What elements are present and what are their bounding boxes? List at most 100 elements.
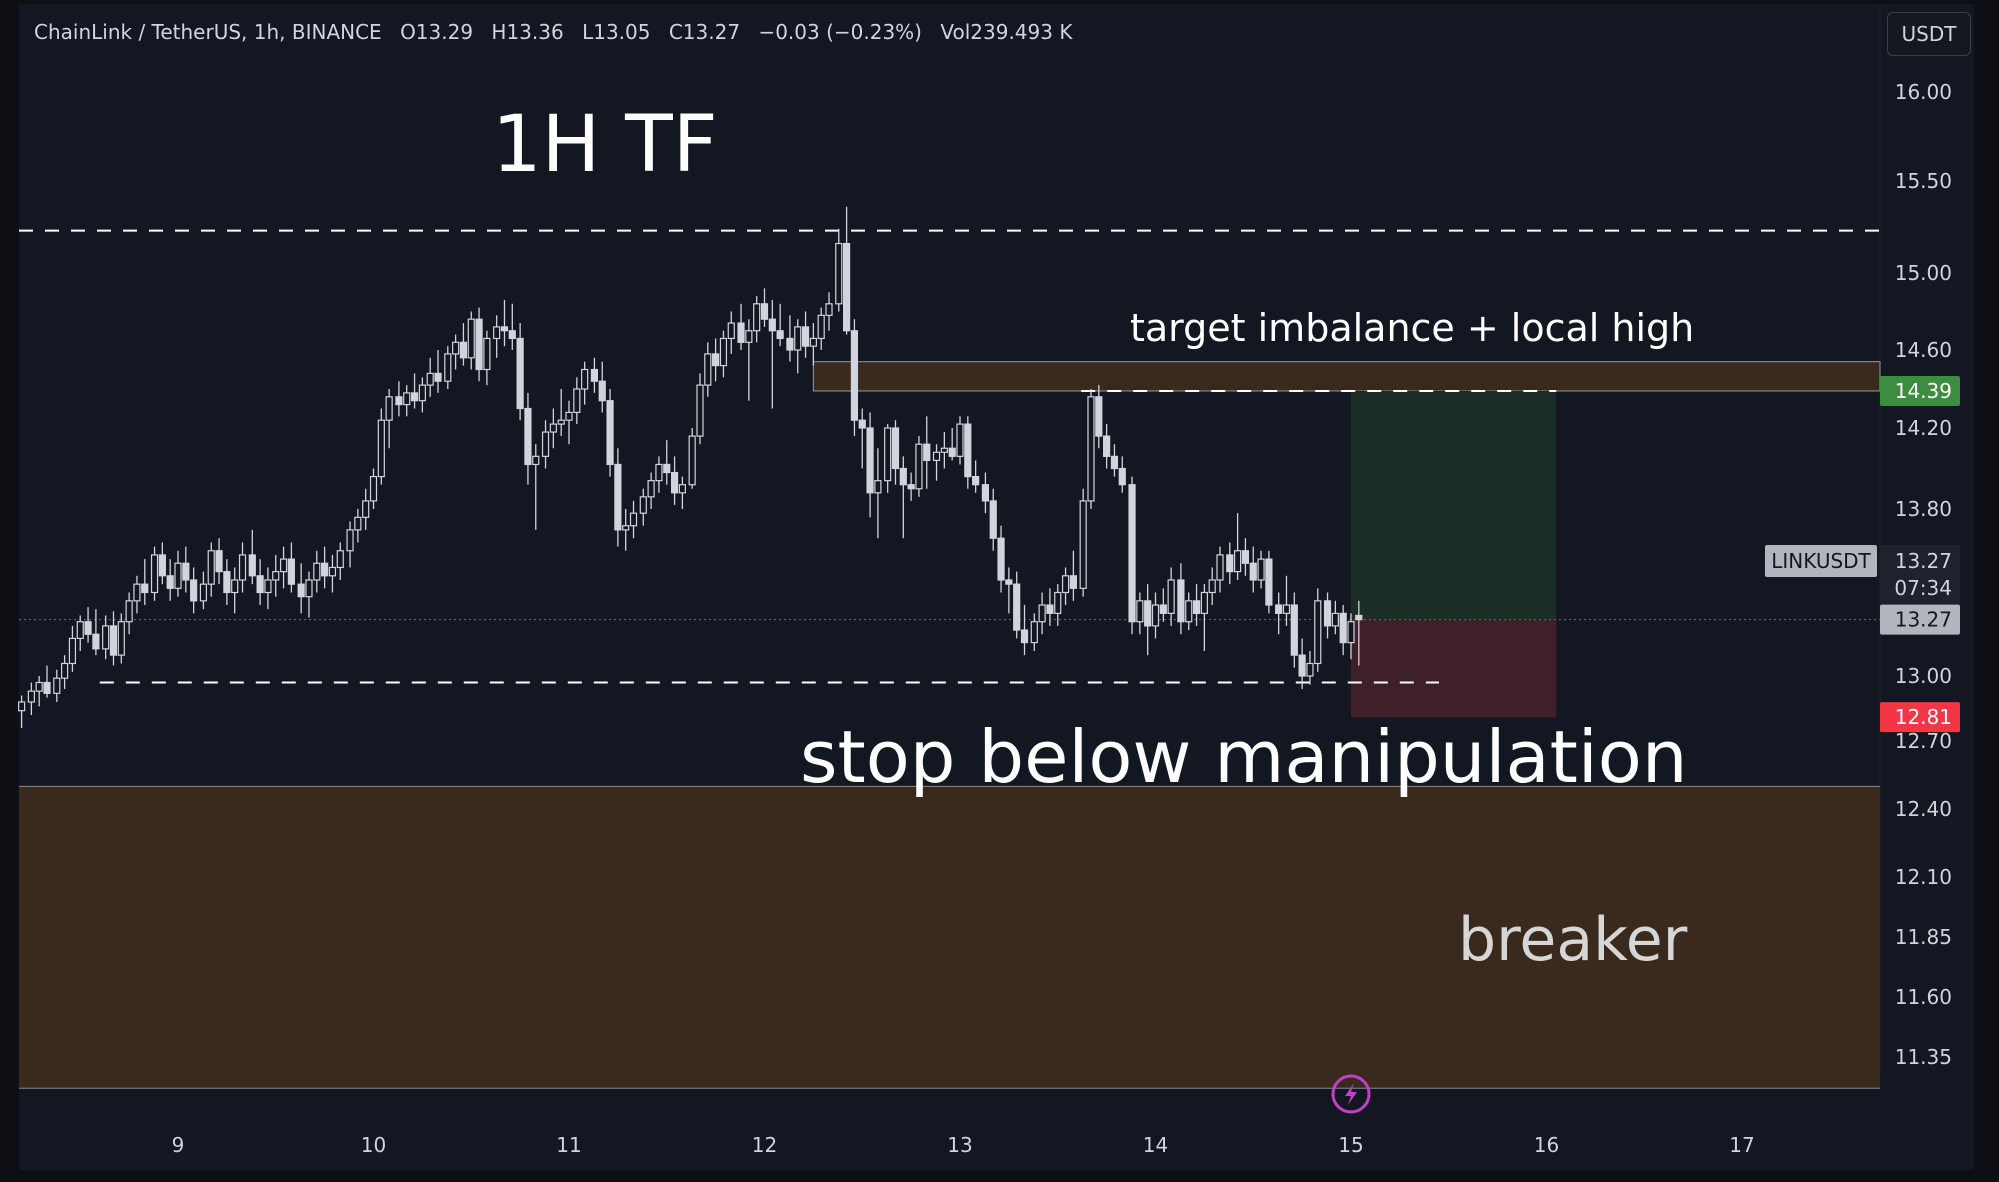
candle <box>1110 444 1119 477</box>
candle <box>835 228 843 312</box>
candle-body-bull <box>825 303 833 316</box>
candle <box>1265 550 1273 614</box>
candle-body-bear <box>297 583 305 598</box>
candle-body-bull <box>1347 621 1355 644</box>
candle <box>305 571 313 618</box>
candle-body-bear <box>1005 579 1013 585</box>
candle <box>696 373 704 445</box>
legend-change: −0.03 (−0.23%) <box>758 20 922 44</box>
target-annotation[interactable]: target imbalance + local high <box>1130 306 1695 350</box>
candle <box>61 655 69 689</box>
alert-icon-ring <box>1331 1074 1371 1114</box>
candle <box>1030 613 1038 651</box>
candle-body-bull <box>467 318 475 359</box>
lightning-circle-icon[interactable] <box>1331 1074 1371 1114</box>
candles-layer <box>18 206 1363 728</box>
x-tick-label: 10 <box>361 1133 386 1157</box>
candle-body-bear <box>1323 600 1332 627</box>
candle-body-bull <box>1061 575 1070 594</box>
y-tick-label: 15.00 <box>1895 261 1952 285</box>
candle <box>459 323 468 366</box>
legend-symbol[interactable]: ChainLink / TetherUS, 1h, BINANCE <box>34 20 382 44</box>
candle-body-bear <box>1265 558 1273 606</box>
axis-layer: 16.00 15.50 15.00 14.60 14.20 13.80 13.00 12.70… <box>172 80 1952 1157</box>
timeframe-annotation[interactable]: 1H TF <box>492 100 718 190</box>
candle-body-bear <box>1095 396 1103 437</box>
candle <box>678 476 686 509</box>
candle-body-bull <box>874 480 882 494</box>
candle-body-bear <box>891 427 900 470</box>
candle <box>1306 650 1314 685</box>
candle <box>35 676 43 707</box>
candle-body-bear <box>1177 579 1185 623</box>
candle <box>53 669 61 702</box>
candle <box>639 488 647 526</box>
candle <box>1128 476 1136 635</box>
position-profit-zone <box>1351 390 1557 620</box>
y-tick-label: 12.70 <box>1895 729 1952 753</box>
zones-layer <box>19 361 1881 1089</box>
candle <box>1095 385 1103 449</box>
candle-body-bear <box>524 407 532 466</box>
candle-body-bull <box>1306 662 1314 677</box>
candle <box>874 448 882 539</box>
candle <box>948 428 956 461</box>
stop-price-tag-bg <box>1880 702 1960 733</box>
candle-body-bear <box>989 500 997 539</box>
candle <box>858 408 866 469</box>
candle <box>1005 567 1013 614</box>
candle-body-bear <box>410 392 419 402</box>
y-tick-label: 12.10 <box>1895 865 1952 889</box>
candle <box>915 436 923 497</box>
candle-body-bear <box>215 550 223 573</box>
candle <box>884 424 892 493</box>
candle <box>1347 613 1355 660</box>
candle-body-bull <box>678 484 686 494</box>
candle <box>1020 605 1029 656</box>
stop-annotation[interactable]: stop below manipulation <box>800 715 1688 799</box>
candle <box>403 385 411 417</box>
candle <box>940 432 948 469</box>
candle-body-bull <box>884 427 892 482</box>
candle <box>452 334 460 370</box>
candle-body-bear <box>737 322 745 343</box>
candle <box>1208 567 1216 606</box>
candle <box>1323 592 1332 639</box>
candle-body-bear <box>598 380 606 402</box>
candle-body-bull <box>581 368 589 390</box>
candle <box>688 428 696 489</box>
candle <box>964 416 972 489</box>
candle <box>500 299 509 347</box>
candle-body-bear <box>1144 600 1152 627</box>
candle-body-bull <box>1200 591 1208 614</box>
candle-body-bear <box>1159 604 1167 614</box>
candle-body-bear <box>1020 629 1029 644</box>
candle-body-bull <box>817 314 825 340</box>
candle <box>1079 488 1087 597</box>
candle-body-bull <box>1038 604 1046 623</box>
candle <box>989 488 997 551</box>
breaker-annotation[interactable]: breaker <box>1458 905 1688 975</box>
currency-button[interactable]: USDT <box>1887 12 1971 56</box>
candle-body-bear <box>948 447 956 457</box>
candle-body-bear <box>43 681 51 694</box>
candle-body-bull <box>688 435 696 486</box>
candle-body-bull <box>279 558 288 573</box>
candle-body-bear <box>475 318 483 371</box>
candle-body-bull <box>1136 600 1144 623</box>
candle-body-bear <box>109 625 118 656</box>
candle-body-bull <box>647 480 655 498</box>
candle <box>1103 424 1111 469</box>
candle <box>737 303 745 350</box>
candle <box>133 575 141 614</box>
candle-body-bull <box>150 554 159 594</box>
candle <box>647 472 655 509</box>
candle <box>719 330 728 378</box>
candle <box>27 682 35 715</box>
candle <box>760 288 769 327</box>
candle <box>248 529 256 585</box>
candle <box>565 400 573 445</box>
y-tick-label: 16.00 <box>1895 80 1952 104</box>
candle-body-bull <box>354 516 362 531</box>
